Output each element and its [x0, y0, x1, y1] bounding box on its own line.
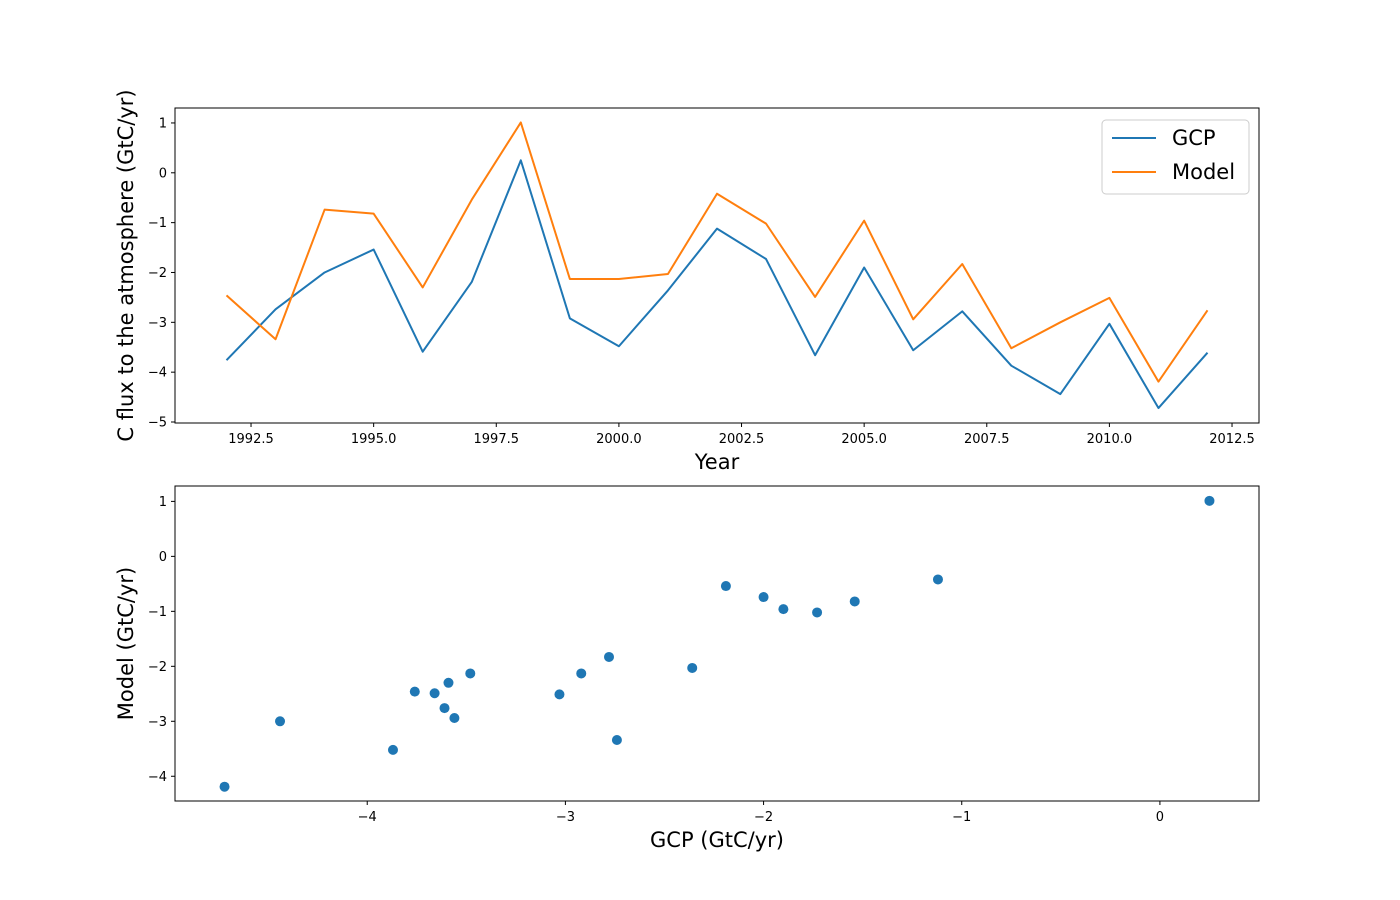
time-series-y-tick-label: −3 [148, 316, 167, 331]
time-series-y-tick-label: 1 [159, 116, 167, 131]
time-series-x-tick-label: 1997.5 [474, 432, 520, 447]
scatter-point [849, 596, 860, 607]
scatter-x-ticks: −4 −3 −2 −1 0 [358, 801, 1164, 825]
time-series-x-tick-label: 1995.0 [351, 432, 397, 447]
legend-label-gcp: GCP [1172, 126, 1216, 150]
scatter-point [812, 607, 823, 618]
time-series-y-tick-label: 0 [159, 166, 167, 181]
time-series-x-ticks: 1992.5 1995.0 1997.5 2000.0 2002.5 2005.0 2007… [228, 423, 1255, 447]
time-series-x-tick-label: 2010.0 [1087, 432, 1133, 447]
scatter-x-axis-title: GCP (GtC/yr) [650, 828, 784, 852]
scatter-x-tick-label: −4 [358, 810, 377, 825]
scatter-point [576, 668, 587, 679]
scatter-panel: −4 −3 −2 −1 0 −4 −3 −2 −1 0 1 GCP (GtC/yr) Model … [114, 485, 1260, 852]
scatter-axes-frame [174, 485, 1260, 802]
time-series-y-tick-label: −2 [148, 266, 167, 281]
scatter-y-tick-label: −4 [148, 770, 167, 785]
scatter-point [443, 677, 454, 688]
time-series-y-tick-label: −1 [148, 216, 167, 231]
time-series-x-tick-label: 2005.0 [841, 432, 887, 447]
scatter-point [275, 716, 286, 727]
time-series-x-tick-label: 2000.0 [596, 432, 642, 447]
scatter-point [439, 703, 450, 714]
time-series-x-tick-label: 2002.5 [719, 432, 765, 447]
time-series-y-tick-label: −5 [148, 416, 167, 431]
time-series-panel: 1992.5 1995.0 1997.5 2000.0 2002.5 2005.0 2007… [114, 89, 1260, 474]
time-series-y-axis-title: C flux to the atmosphere (GtC/yr) [114, 89, 138, 441]
legend-label-model: Model [1172, 160, 1235, 184]
scatter-point [554, 689, 565, 700]
scatter-x-tick-label: −3 [556, 810, 575, 825]
scatter-point [687, 662, 698, 673]
scatter-point [720, 581, 731, 592]
scatter-point [465, 668, 476, 679]
time-series-x-axis-title: Year [694, 450, 740, 474]
scatter-x-tick-label: −1 [952, 810, 971, 825]
scatter-point [449, 712, 460, 723]
scatter-point [409, 686, 420, 697]
time-series-x-tick-label: 1992.5 [228, 432, 274, 447]
scatter-point [219, 781, 230, 792]
scatter-point [387, 744, 398, 755]
scatter-point [932, 574, 943, 585]
scatter-y-tick-label: 0 [159, 550, 167, 565]
time-series-x-tick-label: 2012.5 [1209, 432, 1255, 447]
scatter-y-tick-label: −2 [148, 660, 167, 675]
scatter-point [1204, 495, 1215, 506]
series-line-gcp [225, 159, 1209, 410]
scatter-points [219, 495, 1215, 792]
scatter-y-tick-label: 1 [159, 495, 167, 510]
scatter-y-tick-label: −3 [148, 715, 167, 730]
legend: GCP Model [1101, 119, 1250, 195]
scatter-x-tick-label: −2 [754, 810, 773, 825]
time-series-y-tick-label: −4 [148, 366, 167, 381]
scatter-y-axis-title: Model (GtC/yr) [114, 567, 138, 720]
scatter-point [604, 651, 614, 662]
scatter-point [758, 592, 769, 603]
time-series-y-ticks: −5 −4 −3 −2 −1 0 1 [148, 116, 175, 431]
scatter-point [778, 604, 789, 615]
scatter-point [429, 688, 440, 699]
scatter-point [611, 734, 622, 745]
series-line-model [225, 121, 1209, 383]
scatter-y-tick-label: −1 [148, 605, 167, 620]
time-series-lines [225, 121, 1209, 410]
time-series-x-tick-label: 2007.5 [964, 432, 1010, 447]
time-series-axes-frame [174, 107, 1260, 424]
scatter-x-tick-label: 0 [1156, 810, 1164, 825]
scatter-y-ticks: −4 −3 −2 −1 0 1 [148, 495, 175, 785]
